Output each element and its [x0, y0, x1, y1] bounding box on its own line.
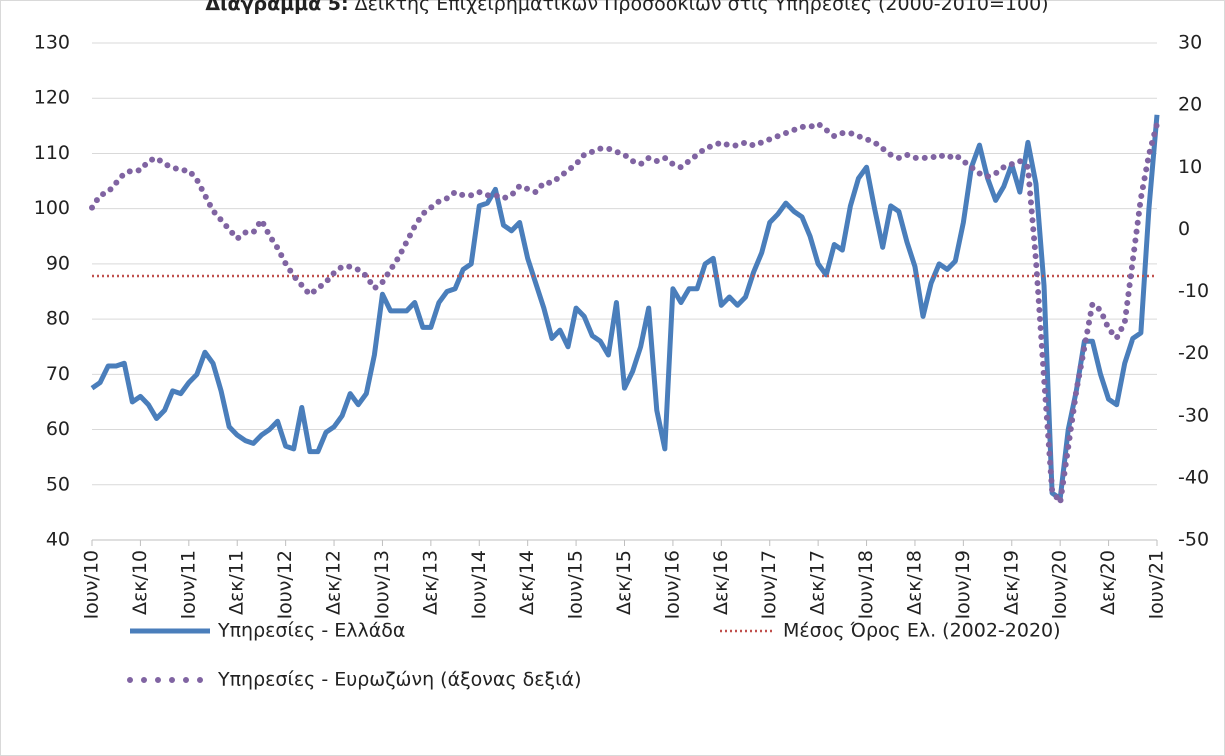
x-tick-label: Ιουν/18 — [855, 550, 877, 619]
x-tick-label: Ιουν/14 — [468, 550, 490, 619]
x-tick-label: Δεκ/13 — [419, 550, 441, 615]
series-line — [89, 120, 1160, 506]
x-tick-label: Δεκ/11 — [226, 550, 248, 615]
y-tick-label: 80 — [46, 308, 70, 330]
title-label: Διάγραμμα 5: — [205, 0, 348, 15]
y-tick-label: 120 — [34, 87, 70, 109]
series-line — [90, 114, 1160, 502]
y-tick-label: 100 — [34, 197, 70, 219]
x-tick-label: Δεκ/20 — [1097, 550, 1119, 615]
y2-tick-label: -20 — [1178, 342, 1209, 364]
legend-label: Υπηρεσίες - Ευρωζώνη (άξονας δεξιά) — [217, 669, 582, 691]
y-tick-label: 90 — [46, 252, 70, 274]
x-tick-label: Ιουν/16 — [661, 550, 683, 619]
y-tick-label: 50 — [46, 473, 70, 495]
x-tick-label: Δεκ/15 — [613, 550, 635, 615]
y-tick-label: 130 — [34, 32, 70, 54]
x-tick-label: Δεκ/19 — [1000, 550, 1022, 615]
chart-title: Διάγραμμα 5: Δείκτης Επιχειρηματικών Προ… — [205, 0, 1048, 15]
x-tick-label: Ιουν/11 — [177, 550, 199, 619]
title-text: Δείκτης Επιχειρηματικών Προσδοκιών στις … — [355, 0, 1049, 15]
y2-tick-label: -10 — [1178, 280, 1209, 302]
x-tick-label: Ιουν/20 — [1049, 550, 1071, 619]
y2-tick-label: -40 — [1178, 466, 1209, 488]
y2-tick-label: -30 — [1178, 404, 1209, 426]
legend-label: Μέσος Όρος Ελ. (2002-2020) — [783, 620, 1061, 642]
x-tick-label: Δεκ/16 — [710, 550, 732, 615]
x-tick-label: Ιουν/13 — [371, 550, 393, 619]
x-tick-label: Ιουν/19 — [952, 550, 974, 619]
y2-tick-label: -50 — [1178, 529, 1209, 551]
x-tick-label: Ιουν/12 — [274, 550, 296, 619]
y2-tick-label: 30 — [1178, 32, 1202, 54]
legend-label: Υπηρεσίες - Ελλάδα — [217, 620, 405, 642]
x-tick-label: Δεκ/17 — [807, 550, 829, 615]
y2-tick-label: 10 — [1178, 156, 1202, 178]
x-tick-label: Ιουν/21 — [1146, 550, 1168, 619]
y2-tick-label: 0 — [1178, 218, 1190, 240]
y-tick-label: 40 — [46, 529, 70, 551]
x-tick-label: Δεκ/10 — [129, 550, 151, 615]
y2-tick-label: 20 — [1178, 94, 1202, 116]
x-tick-label: Δεκ/18 — [903, 550, 925, 615]
y-tick-label: 60 — [46, 418, 70, 440]
x-tick-label: Δεκ/12 — [323, 550, 345, 615]
x-tick-label: Ιουν/17 — [758, 550, 780, 619]
y-tick-label: 110 — [34, 142, 70, 164]
y-tick-label: 70 — [46, 363, 70, 385]
x-tick-label: Ιουν/10 — [81, 550, 103, 619]
x-tick-label: Ιουν/15 — [565, 550, 587, 619]
x-tick-label: Δεκ/14 — [516, 550, 538, 615]
